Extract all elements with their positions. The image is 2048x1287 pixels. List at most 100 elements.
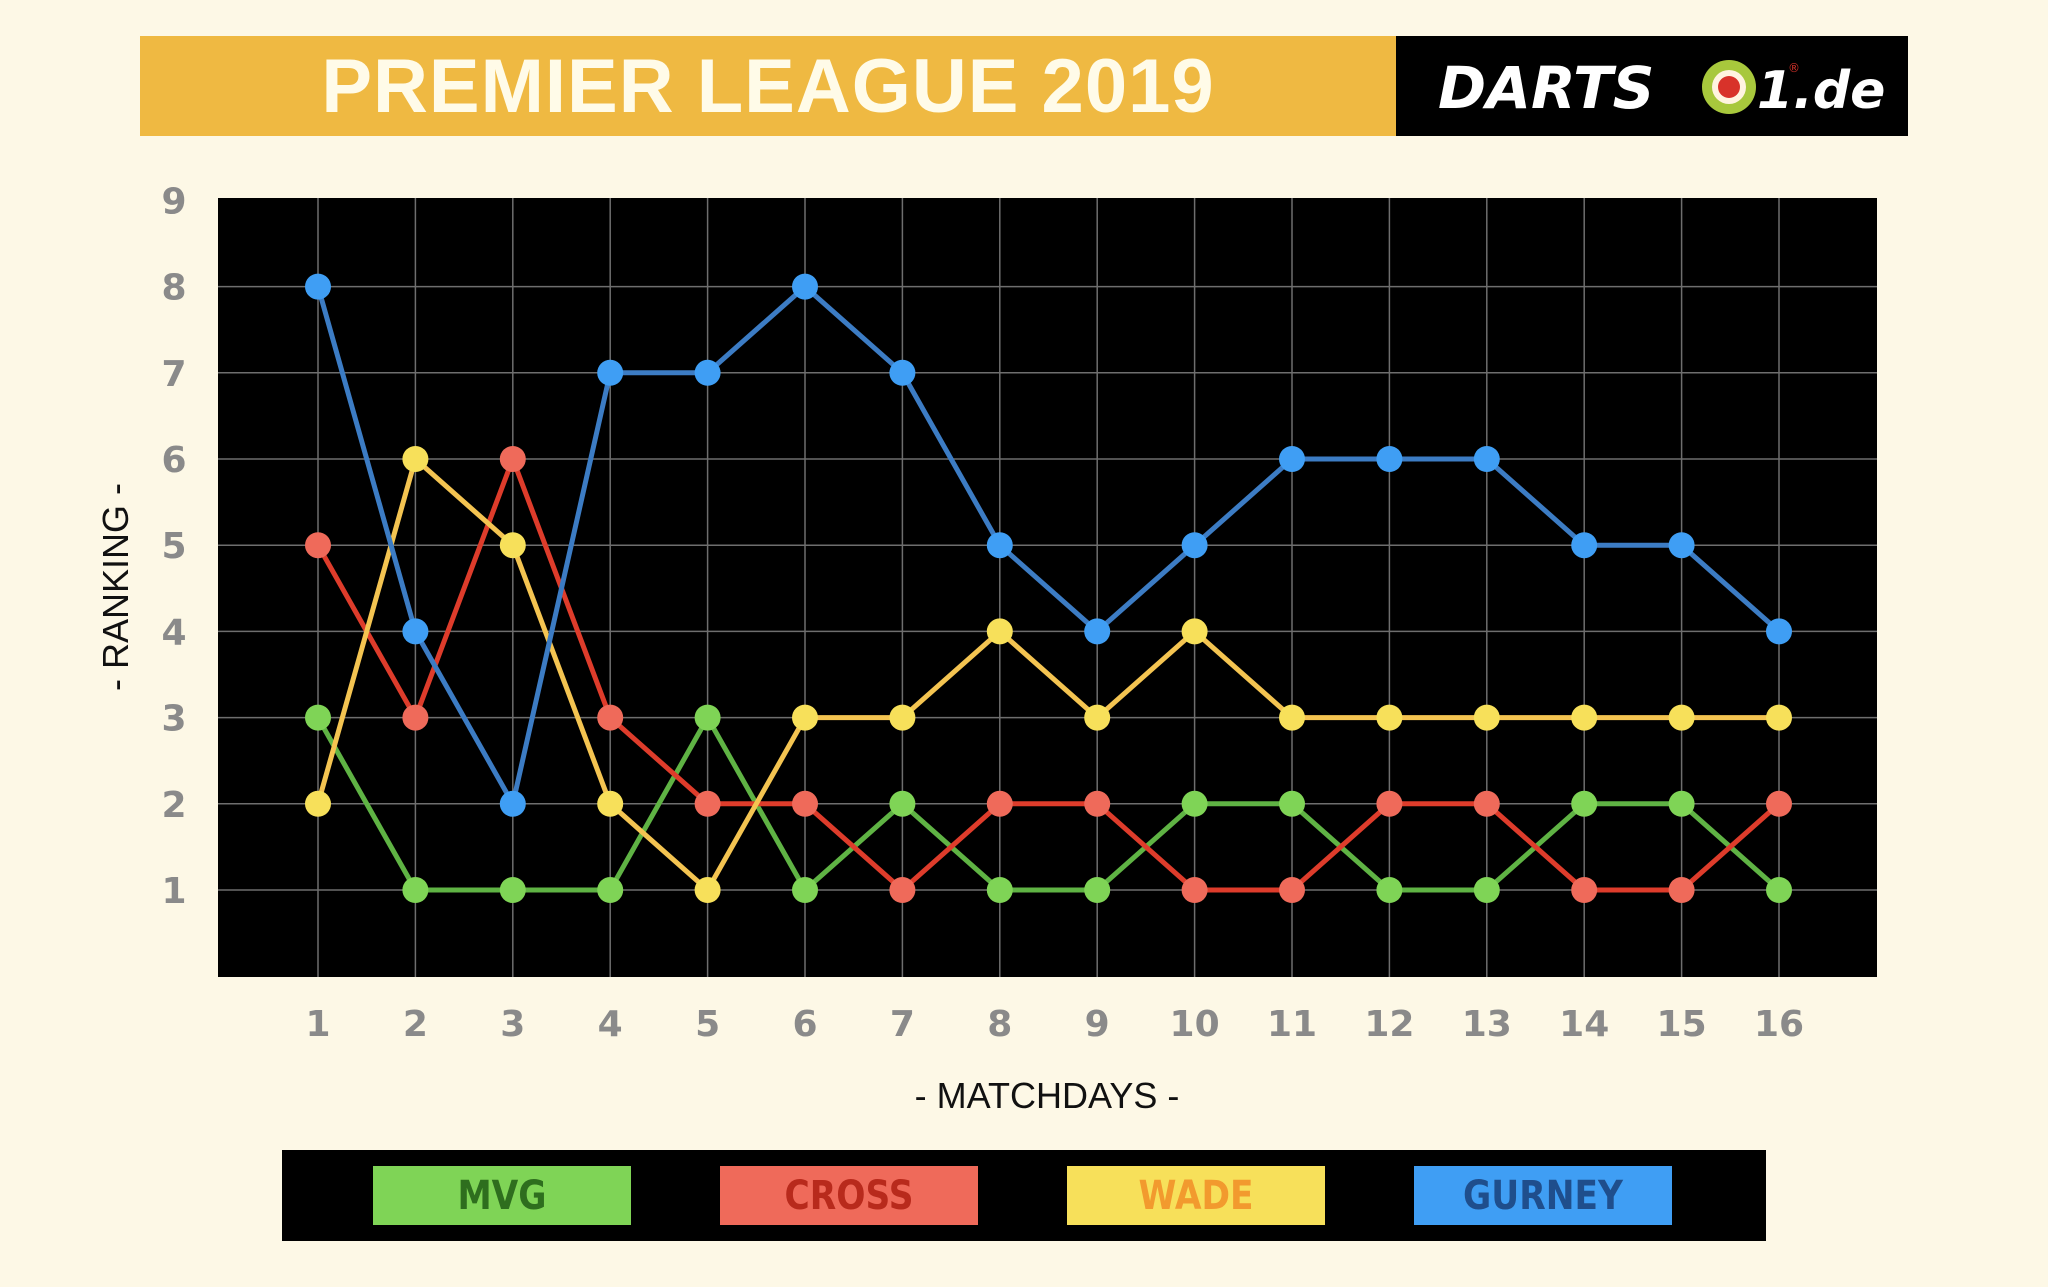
data-point	[402, 704, 429, 731]
data-point	[1473, 704, 1500, 731]
data-point	[597, 790, 624, 817]
data-point	[792, 877, 818, 903]
logo: DARTS 1.de ®	[1396, 36, 1908, 136]
series-cross-points	[305, 446, 1792, 903]
data-point	[986, 790, 1013, 817]
data-point	[402, 877, 429, 903]
x-axis-ticks: 1 2 3 4 5 6 7 8 9 10 11 12 13 14 15 16	[305, 1004, 1804, 1045]
x-tick-label: 15	[1657, 1004, 1707, 1045]
data-point	[1181, 877, 1208, 903]
data-point	[694, 877, 721, 903]
series-line	[315, 284, 1781, 807]
data-point	[1766, 790, 1792, 817]
data-point	[1084, 790, 1111, 817]
data-point	[499, 877, 526, 903]
data-point	[986, 877, 1013, 903]
y-tick-label: 8	[161, 268, 186, 309]
data-point	[597, 359, 624, 386]
data-point	[305, 704, 331, 731]
data-point	[499, 790, 526, 817]
data-point	[1181, 618, 1208, 645]
data-point	[1376, 446, 1403, 472]
y-axis-label: - RANKING -	[95, 483, 136, 691]
data-point	[1668, 532, 1695, 559]
data-point	[1279, 877, 1305, 903]
series-gurney-points	[305, 273, 1792, 817]
x-tick-label: 3	[500, 1004, 525, 1045]
registered-mark: ®	[1788, 61, 1800, 75]
legend-item-cross: CROSS	[720, 1166, 978, 1225]
data-point	[694, 704, 721, 731]
data-point	[1766, 877, 1792, 903]
data-point	[1084, 704, 1111, 731]
legend: MVG CROSS WADE GURNEY	[282, 1150, 1766, 1241]
data-point	[792, 790, 818, 817]
data-point	[986, 532, 1013, 559]
data-point	[1376, 877, 1403, 903]
x-tick-label: 14	[1559, 1004, 1609, 1045]
series-wade	[315, 456, 1779, 893]
data-point	[1279, 704, 1305, 731]
y-tick-label: 4	[161, 612, 186, 653]
x-tick-label: 6	[792, 1004, 817, 1045]
series-mvg-points	[305, 704, 1792, 903]
data-point	[1571, 704, 1598, 731]
series-wade-points	[305, 446, 1792, 903]
data-point	[889, 877, 916, 903]
x-tick-label: 5	[695, 1004, 720, 1045]
y-tick-label: 9	[161, 181, 186, 222]
x-tick-label: 9	[1085, 1004, 1110, 1045]
dartboard-icon	[1702, 60, 1756, 114]
logo-text-left: DARTS	[1438, 54, 1654, 122]
data-point	[1473, 877, 1500, 903]
legend-item-wade: WADE	[1067, 1166, 1325, 1225]
data-point	[1668, 790, 1695, 817]
y-tick-label: 6	[161, 440, 186, 481]
data-point	[402, 446, 429, 472]
data-point	[694, 359, 721, 386]
x-tick-label: 16	[1754, 1004, 1804, 1045]
y-tick-label: 1	[161, 871, 186, 912]
x-tick-label: 13	[1462, 1004, 1512, 1045]
legend-item-gurney: GURNEY	[1414, 1166, 1672, 1225]
series-gurney	[315, 284, 1781, 807]
data-point	[889, 704, 916, 731]
y-tick-label: 2	[161, 785, 186, 826]
legend-item-mvg: MVG	[373, 1166, 631, 1225]
y-tick-label: 5	[161, 526, 186, 567]
x-tick-label: 10	[1170, 1004, 1220, 1045]
logo-graphic: DARTS 1.de ®	[1438, 54, 1885, 122]
data-point	[305, 790, 331, 817]
data-point	[305, 532, 331, 559]
data-point	[694, 790, 721, 817]
y-tick-label: 3	[161, 699, 186, 740]
data-point	[499, 532, 526, 559]
x-tick-label: 7	[890, 1004, 915, 1045]
data-point	[792, 273, 818, 300]
data-point	[1376, 790, 1403, 817]
header: PREMIER LEAGUE 2019 DARTS 1.de ®	[140, 36, 1908, 136]
data-point	[1084, 618, 1111, 645]
x-tick-label: 2	[403, 1004, 428, 1045]
title-band: PREMIER LEAGUE 2019	[140, 36, 1396, 136]
data-point	[1766, 704, 1792, 731]
data-point	[1181, 790, 1208, 817]
x-axis-label: - MATCHDAYS -	[915, 1075, 1180, 1116]
data-point	[889, 790, 916, 817]
x-tick-label: 1	[305, 1004, 330, 1045]
data-point	[1084, 877, 1111, 903]
data-point	[1376, 704, 1403, 731]
data-point	[499, 446, 526, 472]
data-point	[305, 273, 331, 300]
data-point	[1279, 446, 1305, 472]
data-point	[1473, 790, 1500, 817]
data-point	[986, 618, 1013, 645]
data-point	[1668, 877, 1695, 903]
data-point	[1473, 446, 1500, 472]
data-point	[1571, 790, 1598, 817]
data-point	[1668, 704, 1695, 731]
y-axis-ticks: 1 2 3 4 5 6 7 8 9	[161, 181, 186, 912]
series-lines	[305, 273, 1792, 903]
series-line	[315, 456, 1779, 893]
